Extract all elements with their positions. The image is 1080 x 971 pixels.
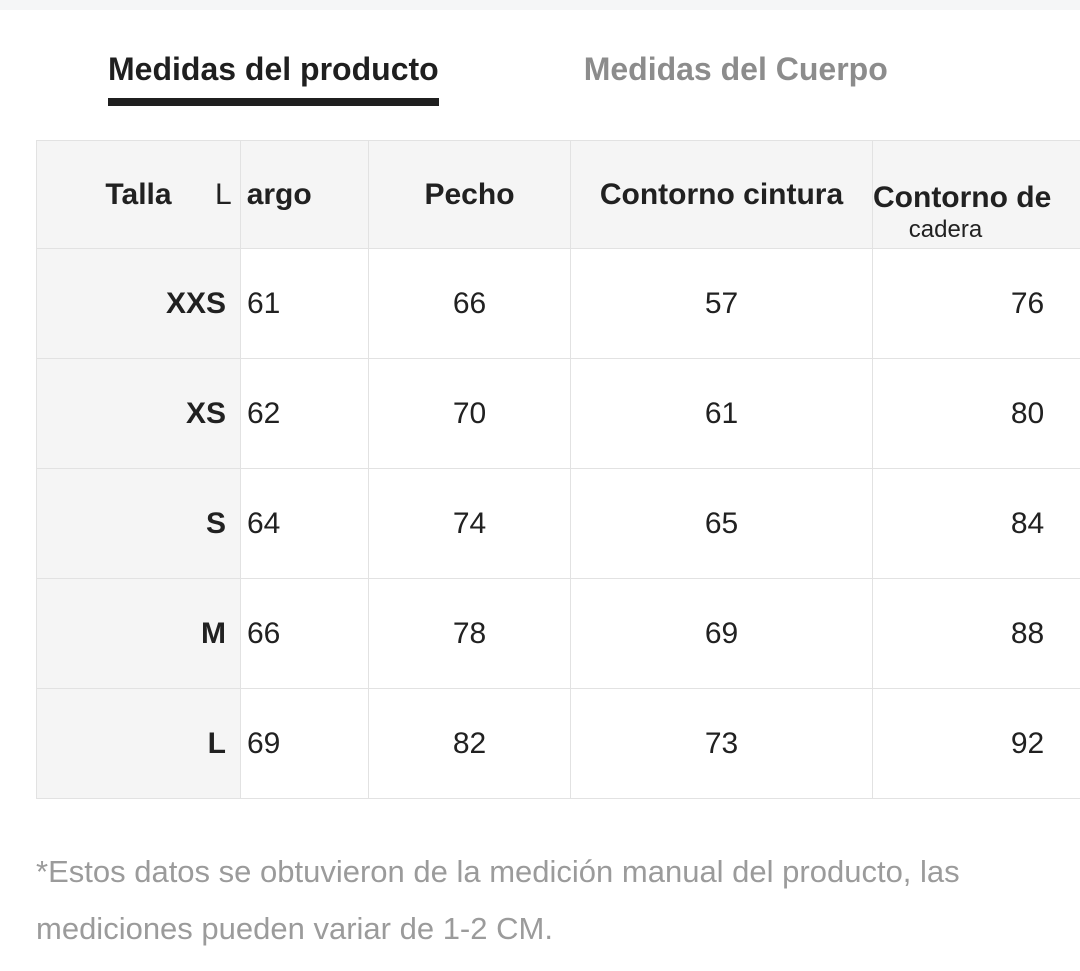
cintura-value: 57	[570, 248, 873, 359]
measurement-disclaimer: *Estos datos se obtuvieron de la medició…	[36, 854, 960, 946]
column-header-talla: Talla	[36, 140, 241, 249]
table-row-m: M 66 78 69 88	[36, 578, 1080, 689]
cadera-value: 84	[872, 468, 1080, 579]
cintura-value: 61	[570, 358, 873, 469]
column-header-pecho: Pecho	[368, 140, 571, 249]
tab-product-measurements[interactable]: Medidas del producto	[108, 50, 439, 106]
largo-value: 61	[240, 248, 369, 359]
size-label: M	[36, 578, 241, 689]
table-header-row: Talla Largo Pecho Contorno cintura Conto…	[36, 140, 1080, 249]
top-edge-strip	[0, 0, 1080, 10]
size-table-scroll-area[interactable]: Talla Largo Pecho Contorno cintura Conto…	[36, 140, 1080, 799]
cintura-value: 73	[570, 688, 873, 799]
largo-value: 66	[240, 578, 369, 689]
table-row-xs: XS 62 70 61 80	[36, 358, 1080, 469]
size-label: XS	[36, 358, 241, 469]
largo-value: 62	[240, 358, 369, 469]
cintura-value: 65	[570, 468, 873, 579]
table-row-l: L 69 82 73 92	[36, 688, 1080, 799]
pecho-value: 82	[368, 688, 571, 799]
pecho-value: 74	[368, 468, 571, 579]
size-table: Talla Largo Pecho Contorno cintura Conto…	[36, 140, 1080, 799]
table-row-xxs: XXS 61 66 57 76	[36, 248, 1080, 359]
pecho-value: 70	[368, 358, 571, 469]
largo-value: 64	[240, 468, 369, 579]
largo-value: 69	[240, 688, 369, 799]
size-label: S	[36, 468, 241, 579]
pecho-value: 78	[368, 578, 571, 689]
tab-body-measurements[interactable]: Medidas del Cuerpo	[583, 51, 888, 87]
column-header-contorno-cadera: Contorno de cadera	[872, 140, 1080, 249]
table-row-s: S 64 74 65 84	[36, 468, 1080, 579]
column-header-largo: Largo	[215, 140, 369, 249]
cintura-value: 69	[570, 578, 873, 689]
size-label: XXS	[36, 248, 241, 359]
cadera-value: 92	[872, 688, 1080, 799]
pecho-value: 66	[368, 248, 571, 359]
size-chart-tabs: Medidas del producto Medidas del Cuerpo	[108, 50, 1080, 106]
cadera-value: 76	[872, 248, 1080, 359]
cadera-value: 80	[872, 358, 1080, 469]
size-label: L	[36, 688, 241, 799]
column-header-contorno-cintura: Contorno cintura	[570, 140, 873, 249]
cadera-value: 88	[872, 578, 1080, 689]
